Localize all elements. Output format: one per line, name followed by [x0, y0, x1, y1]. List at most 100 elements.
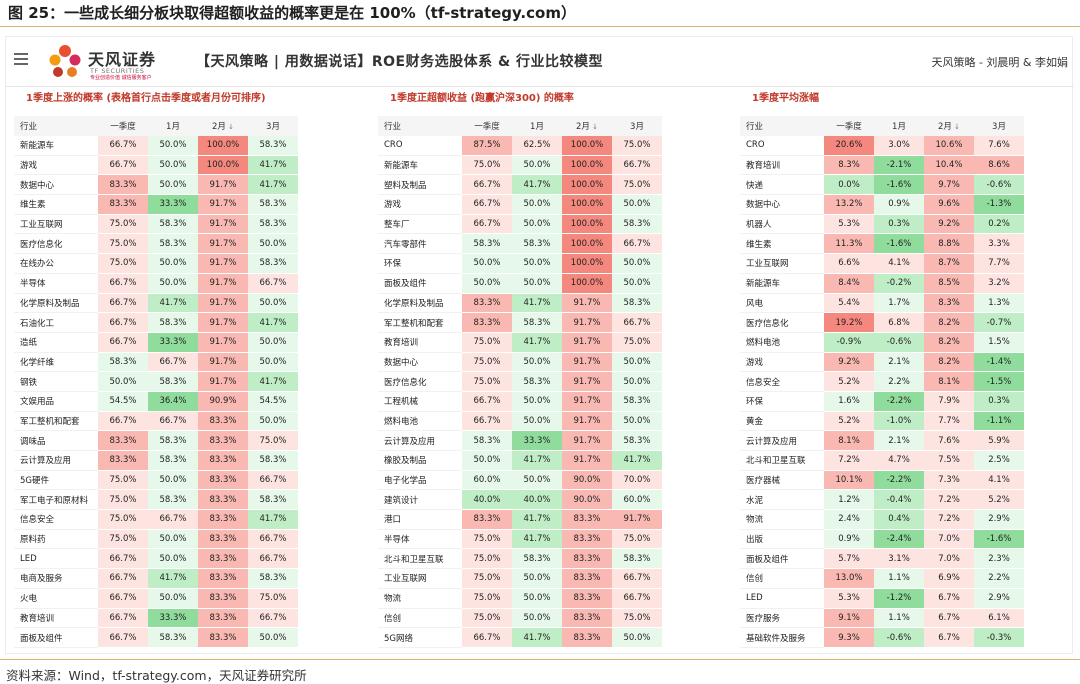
cell-q1: 75.0%: [462, 155, 512, 176]
cell-jan: 50.0%: [512, 155, 562, 176]
hamburger-menu-icon[interactable]: [14, 53, 28, 65]
column-header-mar[interactable]: 3月: [612, 116, 662, 136]
cell-industry: 面板及组件: [14, 628, 98, 648]
cell-industry: 化学原料及制品: [378, 293, 462, 314]
logo-english: TF SECURITIES: [90, 67, 145, 75]
column-header-jan[interactable]: 1月: [874, 116, 924, 136]
cell-jan: 50.0%: [512, 411, 562, 432]
cell-mar: 2.5%: [974, 451, 1024, 471]
cell-mar: 66.7%: [248, 549, 298, 570]
cell-q1: 6.6%: [824, 254, 874, 274]
cell-feb: 8.7%: [924, 254, 974, 274]
cell-mar: 66.7%: [248, 470, 298, 491]
cell-industry: 燃料电池: [378, 411, 462, 432]
cell-q1: 75.0%: [462, 529, 512, 550]
table-row: 面板及组件 50.0% 50.0% 100.0% 50.0%: [378, 273, 662, 294]
column-header-q1[interactable]: 一季度: [98, 116, 148, 136]
column-header-mar[interactable]: 3月: [974, 116, 1024, 136]
panel-title: 1季度正超额收益 (跑赢沪深300) 的概率: [390, 93, 574, 104]
cell-q1: 9.1%: [824, 608, 874, 629]
cell-mar: 60.0%: [612, 490, 662, 511]
table-row: 化学纤维 58.3% 66.7% 91.7% 50.0%: [14, 352, 298, 373]
cell-mar: -0.3%: [974, 628, 1024, 648]
cell-q1: 75.0%: [462, 332, 512, 353]
cell-jan: 4.7%: [874, 451, 924, 471]
cell-jan: 41.7%: [512, 332, 562, 353]
cell-feb: 7.5%: [924, 451, 974, 471]
cell-jan: 40.0%: [512, 490, 562, 511]
column-header-feb[interactable]: 2月 ↓: [562, 116, 612, 136]
cell-q1: 75.0%: [462, 588, 512, 609]
table-row: 汽车零部件 58.3% 58.3% 100.0% 66.7%: [378, 234, 662, 255]
cell-jan: 50.0%: [512, 608, 562, 629]
cell-feb: 91.7%: [198, 352, 248, 373]
cell-industry: 在线办公: [14, 254, 98, 274]
cell-industry: 面板及组件: [378, 273, 462, 294]
cell-feb: 8.2%: [924, 332, 974, 353]
cell-feb: 7.2%: [924, 510, 974, 530]
cell-jan: 2.1%: [874, 431, 924, 451]
sort-arrow-icon[interactable]: ↓: [225, 123, 234, 131]
cell-feb: 100.0%: [562, 155, 612, 176]
cell-mar: 75.0%: [612, 529, 662, 550]
cell-mar: 41.7%: [248, 313, 298, 333]
cell-feb: 91.7%: [562, 391, 612, 412]
table-body: CRO 20.6% 3.0% 10.6% 7.6% 教育培训 8.3% -2.1% 10.4% 8…: [740, 136, 1024, 648]
cell-q1: 66.7%: [98, 313, 148, 333]
cell-jan: 50.0%: [148, 549, 198, 570]
cell-feb: 83.3%: [198, 608, 248, 629]
table-row: 电子化学品 60.0% 50.0% 90.0% 70.0%: [378, 470, 662, 491]
cell-q1: 0.0%: [824, 175, 874, 196]
cell-mar: 50.0%: [248, 293, 298, 314]
cell-jan: -2.2%: [874, 470, 924, 491]
cell-mar: 58.3%: [248, 136, 298, 156]
cell-mar: 2.3%: [974, 549, 1024, 570]
cell-industry: 物流: [378, 588, 462, 609]
source-note: 资料来源：Wind，tf-strategy.com，天风证券研究所: [6, 668, 307, 683]
cell-industry: 新能源车: [14, 136, 98, 156]
table-row: 工业互联网 75.0% 58.3% 91.7% 58.3%: [14, 214, 298, 235]
column-header-q1[interactable]: 一季度: [462, 116, 512, 136]
cell-feb: 83.3%: [562, 588, 612, 609]
sort-arrow-icon[interactable]: ↓: [951, 123, 960, 131]
table-row: 半导体 66.7% 50.0% 91.7% 66.7%: [14, 273, 298, 294]
table-row: 半导体 75.0% 41.7% 83.3% 75.0%: [378, 529, 662, 550]
table-row: 云计算及应用 83.3% 58.3% 83.3% 58.3%: [14, 451, 298, 471]
column-header-q1[interactable]: 一季度: [824, 116, 874, 136]
cell-mar: 1.3%: [974, 293, 1024, 314]
column-header-feb[interactable]: 2月 ↓: [924, 116, 974, 136]
cell-mar: 6.1%: [974, 608, 1024, 629]
cell-q1: 5.2%: [824, 411, 874, 432]
cell-mar: 66.7%: [248, 273, 298, 294]
cell-q1: 10.1%: [824, 470, 874, 491]
table-row: 燃料电池 -0.9% -0.6% 8.2% 1.5%: [740, 332, 1024, 353]
cell-jan: 36.4%: [148, 391, 198, 412]
cell-feb: 91.7%: [198, 332, 248, 353]
table-row: 游戏 66.7% 50.0% 100.0% 41.7%: [14, 155, 298, 176]
cell-industry: 北斗和卫星互联: [740, 451, 824, 471]
table-row: 港口 83.3% 41.7% 83.3% 91.7%: [378, 510, 662, 530]
cell-q1: 8.3%: [824, 155, 874, 176]
cell-q1: 50.0%: [98, 372, 148, 392]
table-row: 原料药 75.0% 50.0% 83.3% 66.7%: [14, 529, 298, 550]
cell-mar: 58.3%: [612, 549, 662, 570]
cell-feb: 83.3%: [198, 470, 248, 491]
cell-industry: 军工电子和原材料: [14, 490, 98, 511]
table-row: 军工整机和配套 66.7% 66.7% 83.3% 50.0%: [14, 411, 298, 432]
cell-industry: LED: [740, 588, 824, 609]
sort-arrow-icon[interactable]: ↓: [589, 123, 598, 131]
column-header-feb[interactable]: 2月 ↓: [198, 116, 248, 136]
cell-jan: 58.3%: [148, 431, 198, 451]
cell-q1: 58.3%: [462, 234, 512, 255]
dashboard-title: 【天风策略 | 用数据说话】ROE财务选股体系 & 行业比较模型: [196, 54, 604, 70]
cell-jan: 41.7%: [512, 628, 562, 648]
cell-jan: 41.7%: [148, 569, 198, 589]
cell-q1: 83.3%: [462, 510, 512, 530]
column-header-jan[interactable]: 1月: [512, 116, 562, 136]
table-row: 塑料及制品 66.7% 41.7% 100.0% 75.0%: [378, 175, 662, 196]
column-header-mar[interactable]: 3月: [248, 116, 298, 136]
cell-mar: 58.3%: [612, 293, 662, 314]
cell-mar: 1.5%: [974, 332, 1024, 353]
table-row: 建筑设计 40.0% 40.0% 90.0% 60.0%: [378, 490, 662, 511]
column-header-jan[interactable]: 1月: [148, 116, 198, 136]
